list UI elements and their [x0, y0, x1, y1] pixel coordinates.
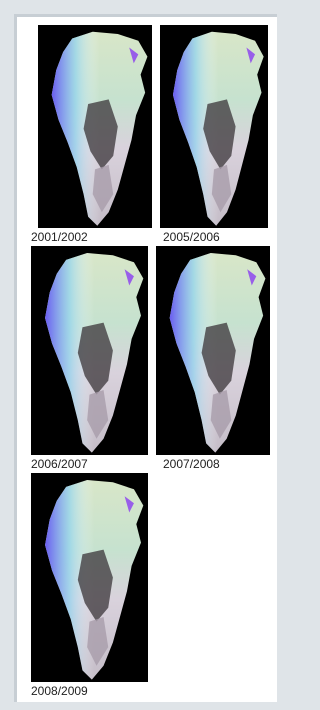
image-caption: 2001/2002 — [31, 231, 88, 243]
map-image — [156, 246, 270, 455]
image-caption: 2006/2007 — [31, 458, 88, 470]
image-caption: 2007/2008 — [163, 458, 220, 470]
map-image — [160, 25, 268, 228]
page: 2001/2002 2005/2006 2006/2007 2007/2008 … — [0, 0, 277, 710]
map-image — [31, 246, 148, 455]
map-image — [31, 473, 148, 682]
image-caption: 2005/2006 — [163, 231, 220, 243]
map-image-svg — [31, 473, 148, 682]
map-image-svg — [156, 246, 270, 455]
image-caption: 2008/2009 — [31, 685, 88, 697]
map-image-svg — [160, 25, 268, 228]
map-image — [38, 25, 152, 228]
map-image-svg — [38, 25, 152, 228]
map-image-svg — [31, 246, 148, 455]
